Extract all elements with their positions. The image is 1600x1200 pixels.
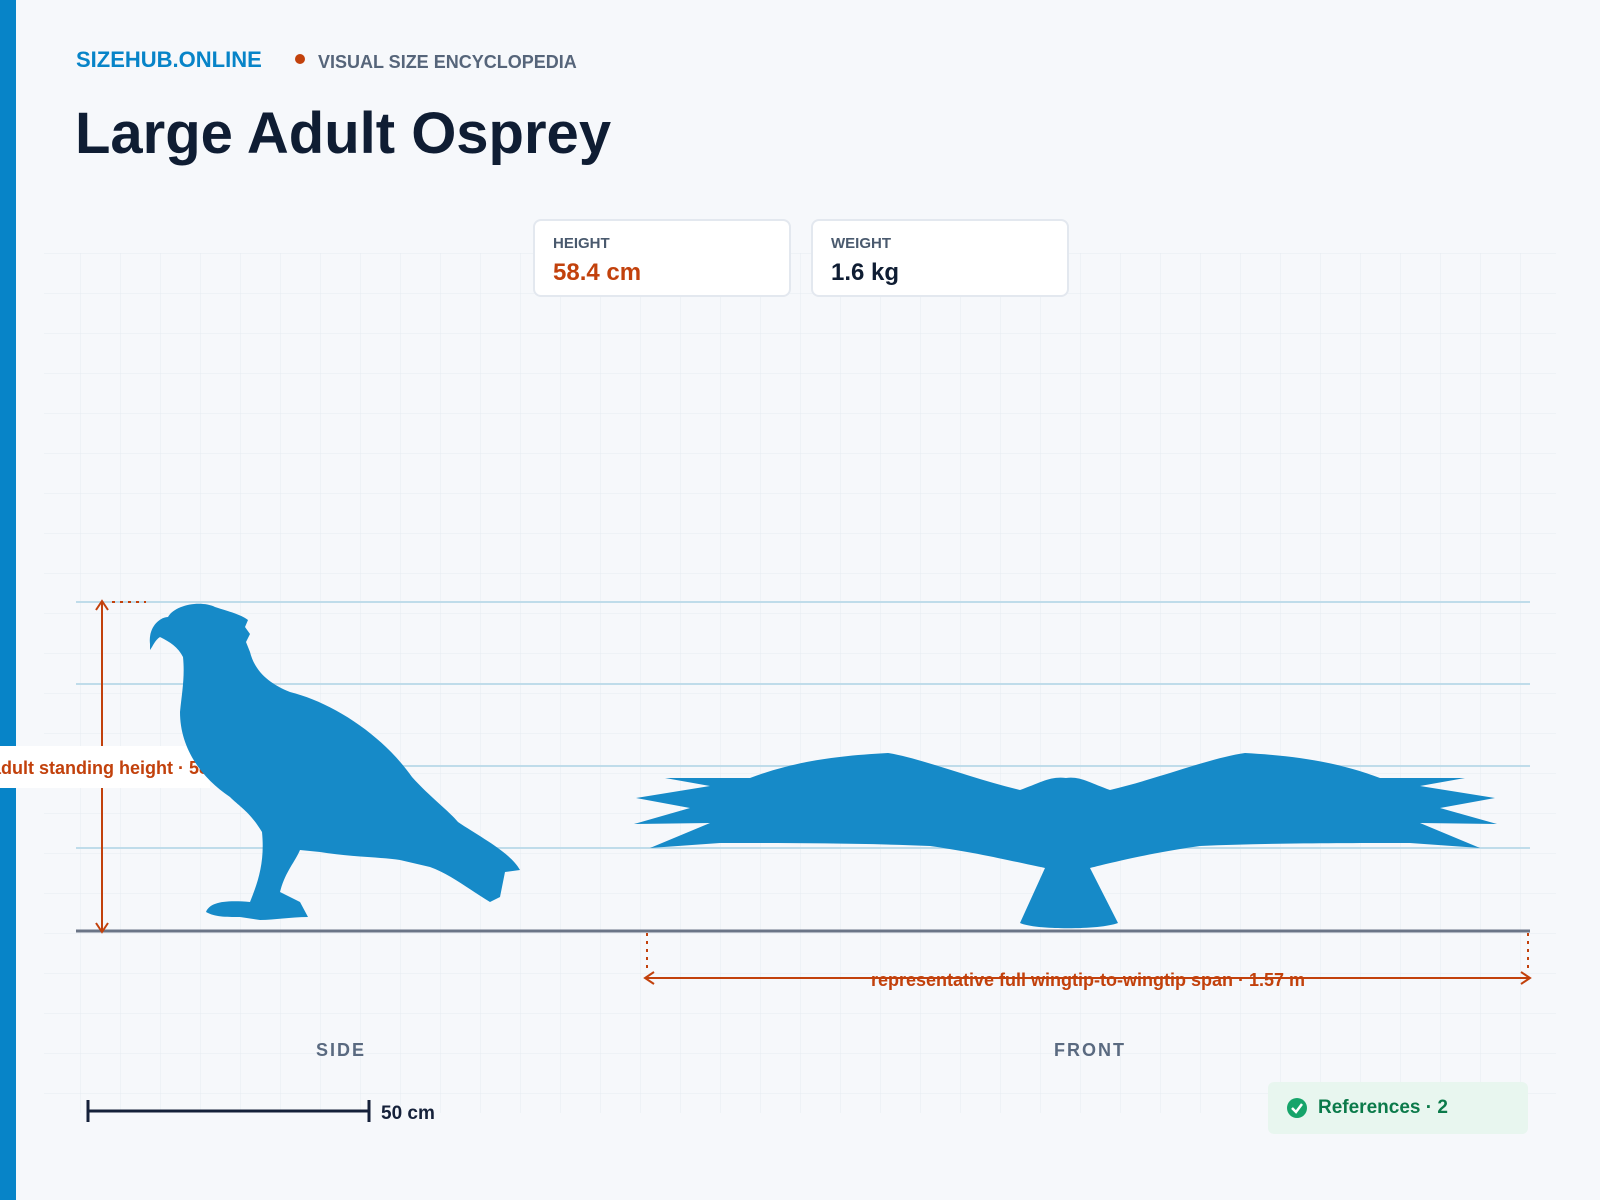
stat-value: 58.4 cm xyxy=(553,259,642,286)
stat-label: HEIGHT xyxy=(553,235,610,252)
check-icon xyxy=(1287,1098,1307,1118)
stat-value: 1.6 kg xyxy=(831,259,900,286)
stat-card: HEIGHT 58.4 cm xyxy=(533,219,791,297)
scale-label: 50 cm xyxy=(381,1103,435,1124)
view-label: SIDE xyxy=(316,1040,366,1060)
osprey-front xyxy=(634,753,1497,929)
scale-bar xyxy=(86,1100,371,1122)
separator-dot xyxy=(295,54,305,64)
osprey-side xyxy=(149,603,520,920)
stat-label: WEIGHT xyxy=(831,235,891,252)
height-label: adult standing height · 58.4 cm xyxy=(0,758,255,778)
stat-card: WEIGHT 1.6 kg xyxy=(811,219,1069,297)
tagline: VISUAL SIZE ENCYCLOPEDIA xyxy=(318,52,577,72)
height-label-bg xyxy=(0,746,210,788)
brand[interactable]: SIZEHUB.ONLINE xyxy=(76,47,262,72)
span-marker xyxy=(643,933,1532,985)
references-button[interactable]: References · 2 xyxy=(1268,1082,1528,1134)
accent-stripe xyxy=(0,0,16,1200)
view-label: FRONT xyxy=(1054,1040,1126,1060)
page-title: Large Adult Osprey xyxy=(75,101,612,166)
references-label[interactable]: References · 2 xyxy=(1318,1097,1448,1118)
span-label: representative full wingtip-to-wingtip s… xyxy=(871,970,1305,990)
